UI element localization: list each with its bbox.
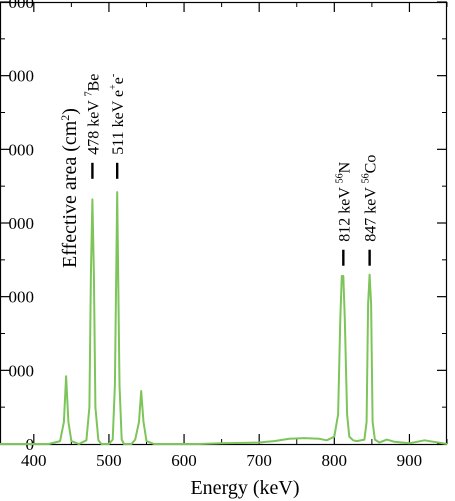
y-tick-label: 000 bbox=[9, 288, 35, 307]
y-tick-label: 000 bbox=[9, 361, 35, 380]
line-label: 511 keV e+e- bbox=[108, 74, 127, 155]
x-axis-ticks: 400 500 600 700 800 900 bbox=[21, 2, 448, 470]
annotation-layer: 478 keV 7Be 511 keV e+e- 812 keV 56N 847 ke… bbox=[83, 74, 380, 266]
line-label: 812 keV 56N bbox=[334, 161, 353, 241]
y-tick-label: 000 bbox=[9, 0, 35, 12]
y-tick-label: 000 bbox=[9, 214, 35, 233]
x-tick-label: 400 bbox=[21, 451, 47, 470]
x-tick-label: 600 bbox=[171, 451, 197, 470]
x-axis-title: Energy (keV) bbox=[190, 477, 299, 499]
y-tick-label: 000 bbox=[9, 140, 35, 159]
line-label: 847 keV 56Co bbox=[361, 155, 380, 242]
x-tick-label: 900 bbox=[397, 451, 423, 470]
y-tick-label: 000 bbox=[9, 67, 35, 86]
y-axis-title: Effective area (cm2) bbox=[58, 108, 81, 268]
line-label: 478 keV 7Be bbox=[83, 74, 102, 155]
effective-area-line bbox=[0, 191, 448, 445]
y-axis-title-exponent: 2 bbox=[58, 115, 72, 121]
x-tick-label: 800 bbox=[322, 451, 348, 470]
x-tick-label: 500 bbox=[96, 451, 122, 470]
series-layer bbox=[0, 191, 448, 445]
x-tick-label: 700 bbox=[246, 451, 272, 470]
